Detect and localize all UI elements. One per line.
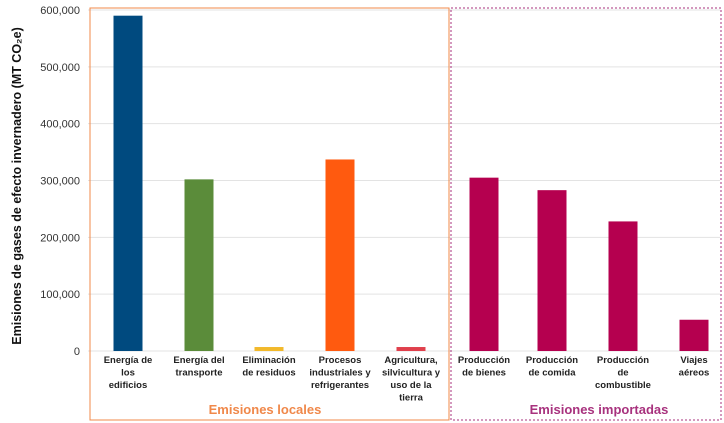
bar-layer bbox=[113, 15, 709, 352]
bar bbox=[537, 190, 567, 351]
bar bbox=[254, 347, 284, 351]
x-category-label: Producción de bienes bbox=[458, 355, 510, 379]
category-label-layer: Energía de los edificios Energía del transpo… bbox=[104, 355, 710, 404]
group-box bbox=[89, 7, 450, 421]
bar bbox=[184, 179, 214, 351]
y-tick-label: 400,000 bbox=[40, 119, 80, 131]
x-category-label: Viajes aéreos bbox=[679, 355, 710, 379]
x-category-label: Procesos industriales y refrigerantes bbox=[309, 355, 371, 391]
bar bbox=[113, 15, 143, 352]
group-label: Emisiones importadas bbox=[530, 402, 669, 417]
y-tick-label: 300,000 bbox=[40, 176, 80, 188]
x-category-label: Eliminación de residuos bbox=[242, 355, 296, 379]
group-box-layer bbox=[89, 7, 722, 421]
bar bbox=[396, 347, 426, 351]
y-tick-label: 200,000 bbox=[40, 232, 80, 244]
bar bbox=[608, 221, 638, 351]
group-box bbox=[450, 7, 722, 421]
y-tick-label-layer: 0 100,000 200,000 300,000 400,000 500,000 600,… bbox=[40, 5, 80, 358]
bar bbox=[679, 319, 709, 351]
group-label-layer: Emisiones locales Emisiones importadas bbox=[209, 402, 669, 417]
y-axis-title: Emisiones de gases de efecto invernadero… bbox=[10, 27, 24, 344]
y-tick-label: 0 bbox=[74, 346, 80, 358]
bar bbox=[469, 177, 499, 351]
x-category-label: Energía de los edificios bbox=[104, 355, 153, 391]
x-category-label: Agricultura, silvicultura y uso de la tierr… bbox=[382, 355, 441, 404]
x-category-label: Energía del transporte bbox=[173, 355, 224, 379]
y-tick-label: 600,000 bbox=[40, 5, 80, 17]
x-category-label: Producción de combustible bbox=[595, 355, 651, 391]
y-tick-label: 100,000 bbox=[40, 289, 80, 301]
x-category-label: Producción de comida bbox=[526, 355, 578, 379]
bar bbox=[325, 159, 355, 351]
group-label: Emisiones locales bbox=[209, 402, 322, 417]
y-tick-label: 500,000 bbox=[40, 62, 80, 74]
